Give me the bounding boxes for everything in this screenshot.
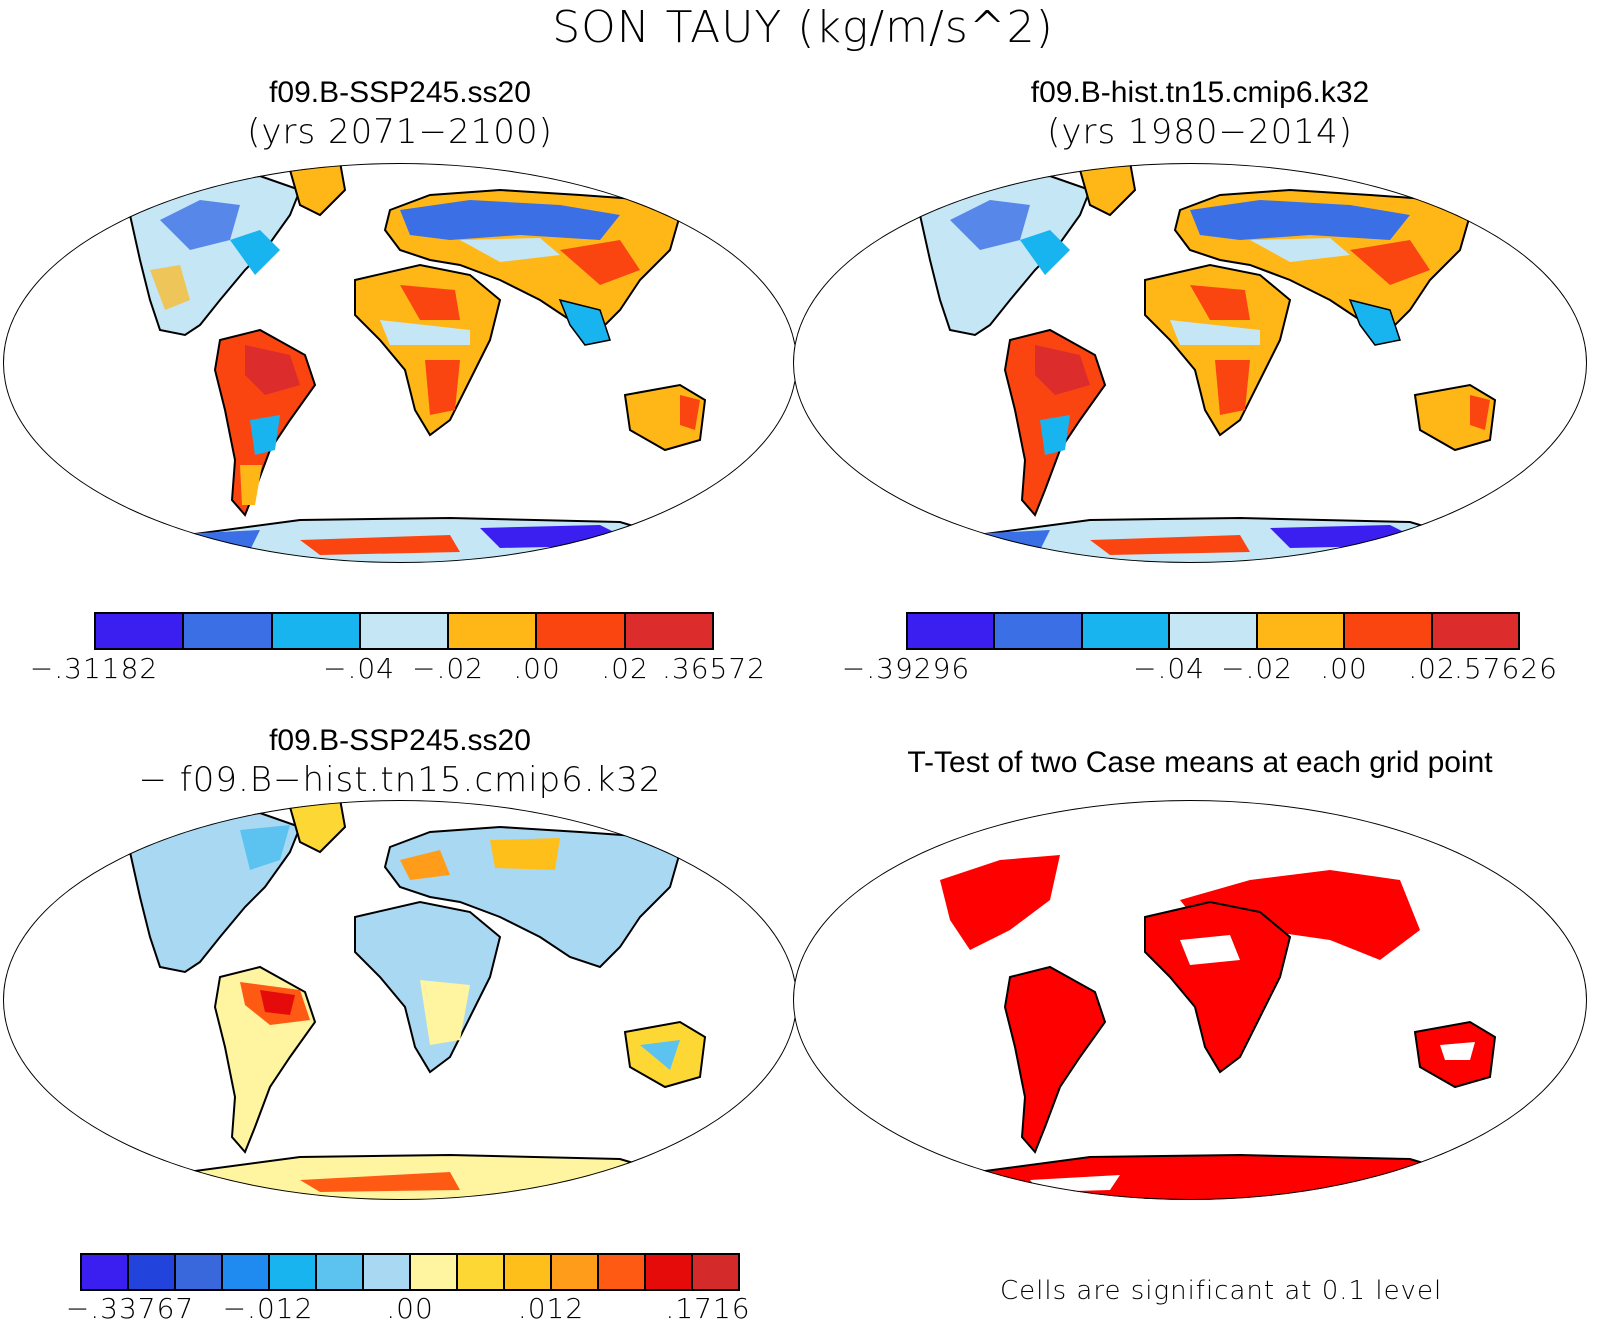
cb1-tick: −.04: [323, 652, 395, 685]
colorbar-swatch: [270, 1255, 317, 1289]
colorbar-swatch: [360, 614, 450, 648]
cb1-tick: .00: [513, 652, 561, 685]
colorbar-swatch: [458, 1255, 505, 1289]
cb1-tick: .02: [601, 652, 649, 685]
colorbar-panel1-ticks: −.31182 −.04 −.02 .00 .02 .36572: [30, 652, 765, 688]
cb3-tick: −.33767: [65, 1292, 195, 1325]
colorbar-panel2-swatches: [906, 612, 1520, 650]
panel2-subtitle: (yrs 1980−2014): [1047, 112, 1353, 152]
cb1-tick: −.31182: [29, 652, 159, 685]
significance-note: Cells are significant at 0.1 level: [1000, 1276, 1443, 1306]
colorbar-swatch: [82, 1255, 129, 1289]
cb2-tick: −.39296: [841, 652, 971, 685]
panel3-title: f09.B-SSP245.ss20: [269, 724, 531, 757]
colorbar-panel2: [906, 612, 1520, 650]
colorbar-swatch: [625, 614, 712, 648]
panel4-title: T-Test of two Case means at each grid po…: [907, 746, 1493, 779]
colorbar-swatch: [1345, 614, 1433, 648]
colorbar-swatch: [317, 1255, 364, 1289]
panel1-title: f09.B-SSP245.ss20: [269, 76, 531, 109]
colorbar-swatch: [449, 614, 538, 648]
colorbar-panel3: [80, 1253, 740, 1291]
colorbar-swatch: [1082, 614, 1171, 648]
cb3-tick: .012: [517, 1292, 585, 1325]
cb2-tick: .02: [1408, 652, 1456, 685]
colorbar-panel1-swatches: [94, 612, 714, 650]
colorbar-swatch: [693, 1255, 738, 1289]
panel3-subtitle: − f09.B−hist.tn15.cmip6.k32: [138, 760, 662, 800]
colorbar-swatch: [908, 614, 996, 648]
cb3-tick: .00: [386, 1292, 434, 1325]
cb2-tick: −.02: [1221, 652, 1293, 685]
panel4-map: [793, 800, 1587, 1200]
colorbar-panel2-ticks: −.39296 −.04 −.02 .00 .02 .57626: [842, 652, 1557, 688]
colorbar-swatch: [1170, 614, 1258, 648]
cb1-tick: .36572: [662, 652, 766, 685]
panel1-subtitle: (yrs 2071−2100): [247, 112, 553, 152]
colorbar-swatch: [129, 1255, 176, 1289]
colorbar-swatch: [646, 1255, 693, 1289]
cb3-tick: −.012: [222, 1292, 314, 1325]
colorbar-swatch: [184, 614, 273, 648]
colorbar-swatch: [364, 1255, 411, 1289]
cb3-tick: .1716: [665, 1292, 751, 1325]
colorbar-panel3-swatches: [80, 1253, 740, 1291]
colorbar-panel1: [94, 612, 714, 650]
cb2-tick: .57626: [1454, 652, 1558, 685]
colorbar-swatch: [599, 1255, 646, 1289]
colorbar-swatch: [552, 1255, 599, 1289]
panel3-map: [3, 800, 797, 1200]
colorbar-swatch: [223, 1255, 270, 1289]
panel2-title: f09.B-hist.tn15.cmip6.k32: [1030, 76, 1370, 109]
panel2-map: [793, 163, 1587, 563]
colorbar-swatch: [272, 614, 361, 648]
cb2-tick: −.04: [1133, 652, 1205, 685]
cb2-tick: .00: [1320, 652, 1368, 685]
colorbar-swatch: [176, 1255, 223, 1289]
colorbar-swatch: [1257, 614, 1346, 648]
colorbar-swatch: [411, 1255, 458, 1289]
colorbar-panel3-ticks: −.33767 −.012 .00 .012 .1716: [66, 1292, 750, 1325]
colorbar-swatch: [96, 614, 185, 648]
colorbar-swatch: [505, 1255, 552, 1289]
panel1-map: [3, 163, 797, 563]
cb1-tick: −.02: [412, 652, 484, 685]
colorbar-swatch: [537, 614, 626, 648]
colorbar-swatch: [995, 614, 1083, 648]
colorbar-swatch: [1432, 614, 1518, 648]
figure-title: SON TAUY (kg/m/s^2): [552, 2, 1054, 53]
